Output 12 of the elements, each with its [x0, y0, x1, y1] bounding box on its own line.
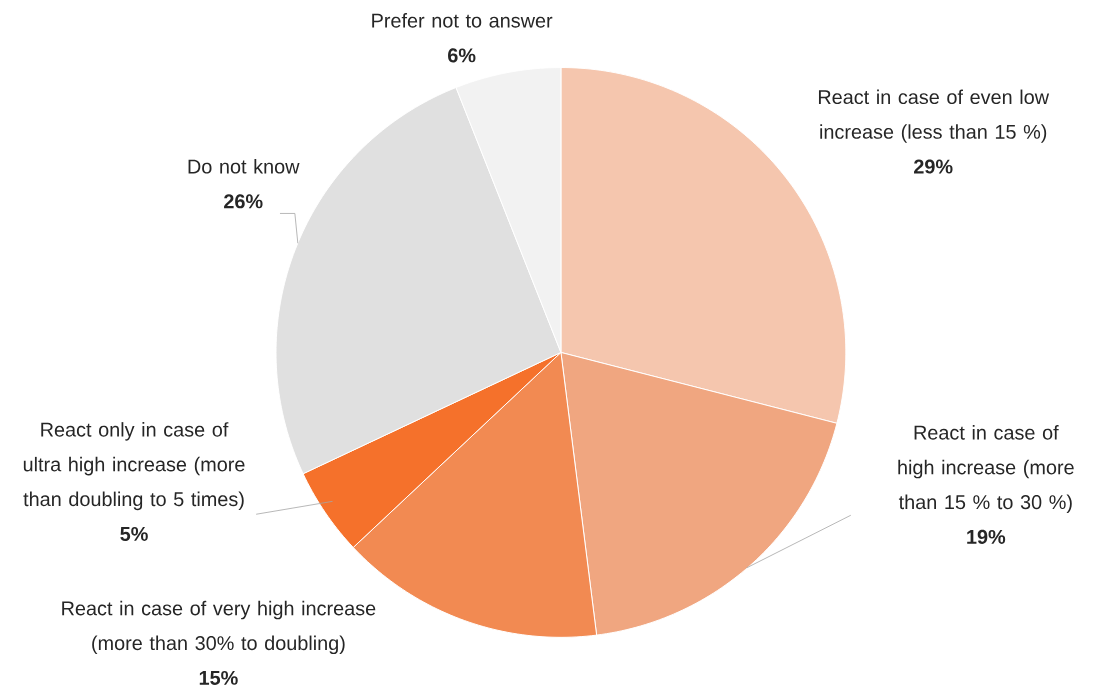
slice-label: React in case of high increase (more than 15 % to 30 %) [898, 425, 1074, 514]
slice-label: Prefer not to answer [372, 13, 553, 28]
slice-label: React in case of very high increase (more than 30% to doubling) [62, 600, 376, 655]
data-label: 5% [120, 526, 148, 541]
data-label: 29% [914, 159, 953, 174]
data-label: 15% [199, 670, 238, 685]
data-label: 19% [967, 529, 1006, 544]
slice-label: React in case of even low increase (less than 15 %) [818, 89, 1050, 143]
slice-label: React only in case of ultra high increase (more than doubling to 5 times) [23, 422, 245, 511]
slice-label: Do not know [188, 159, 300, 174]
data-label: 6% [448, 48, 476, 63]
data-label: 26% [224, 194, 263, 209]
